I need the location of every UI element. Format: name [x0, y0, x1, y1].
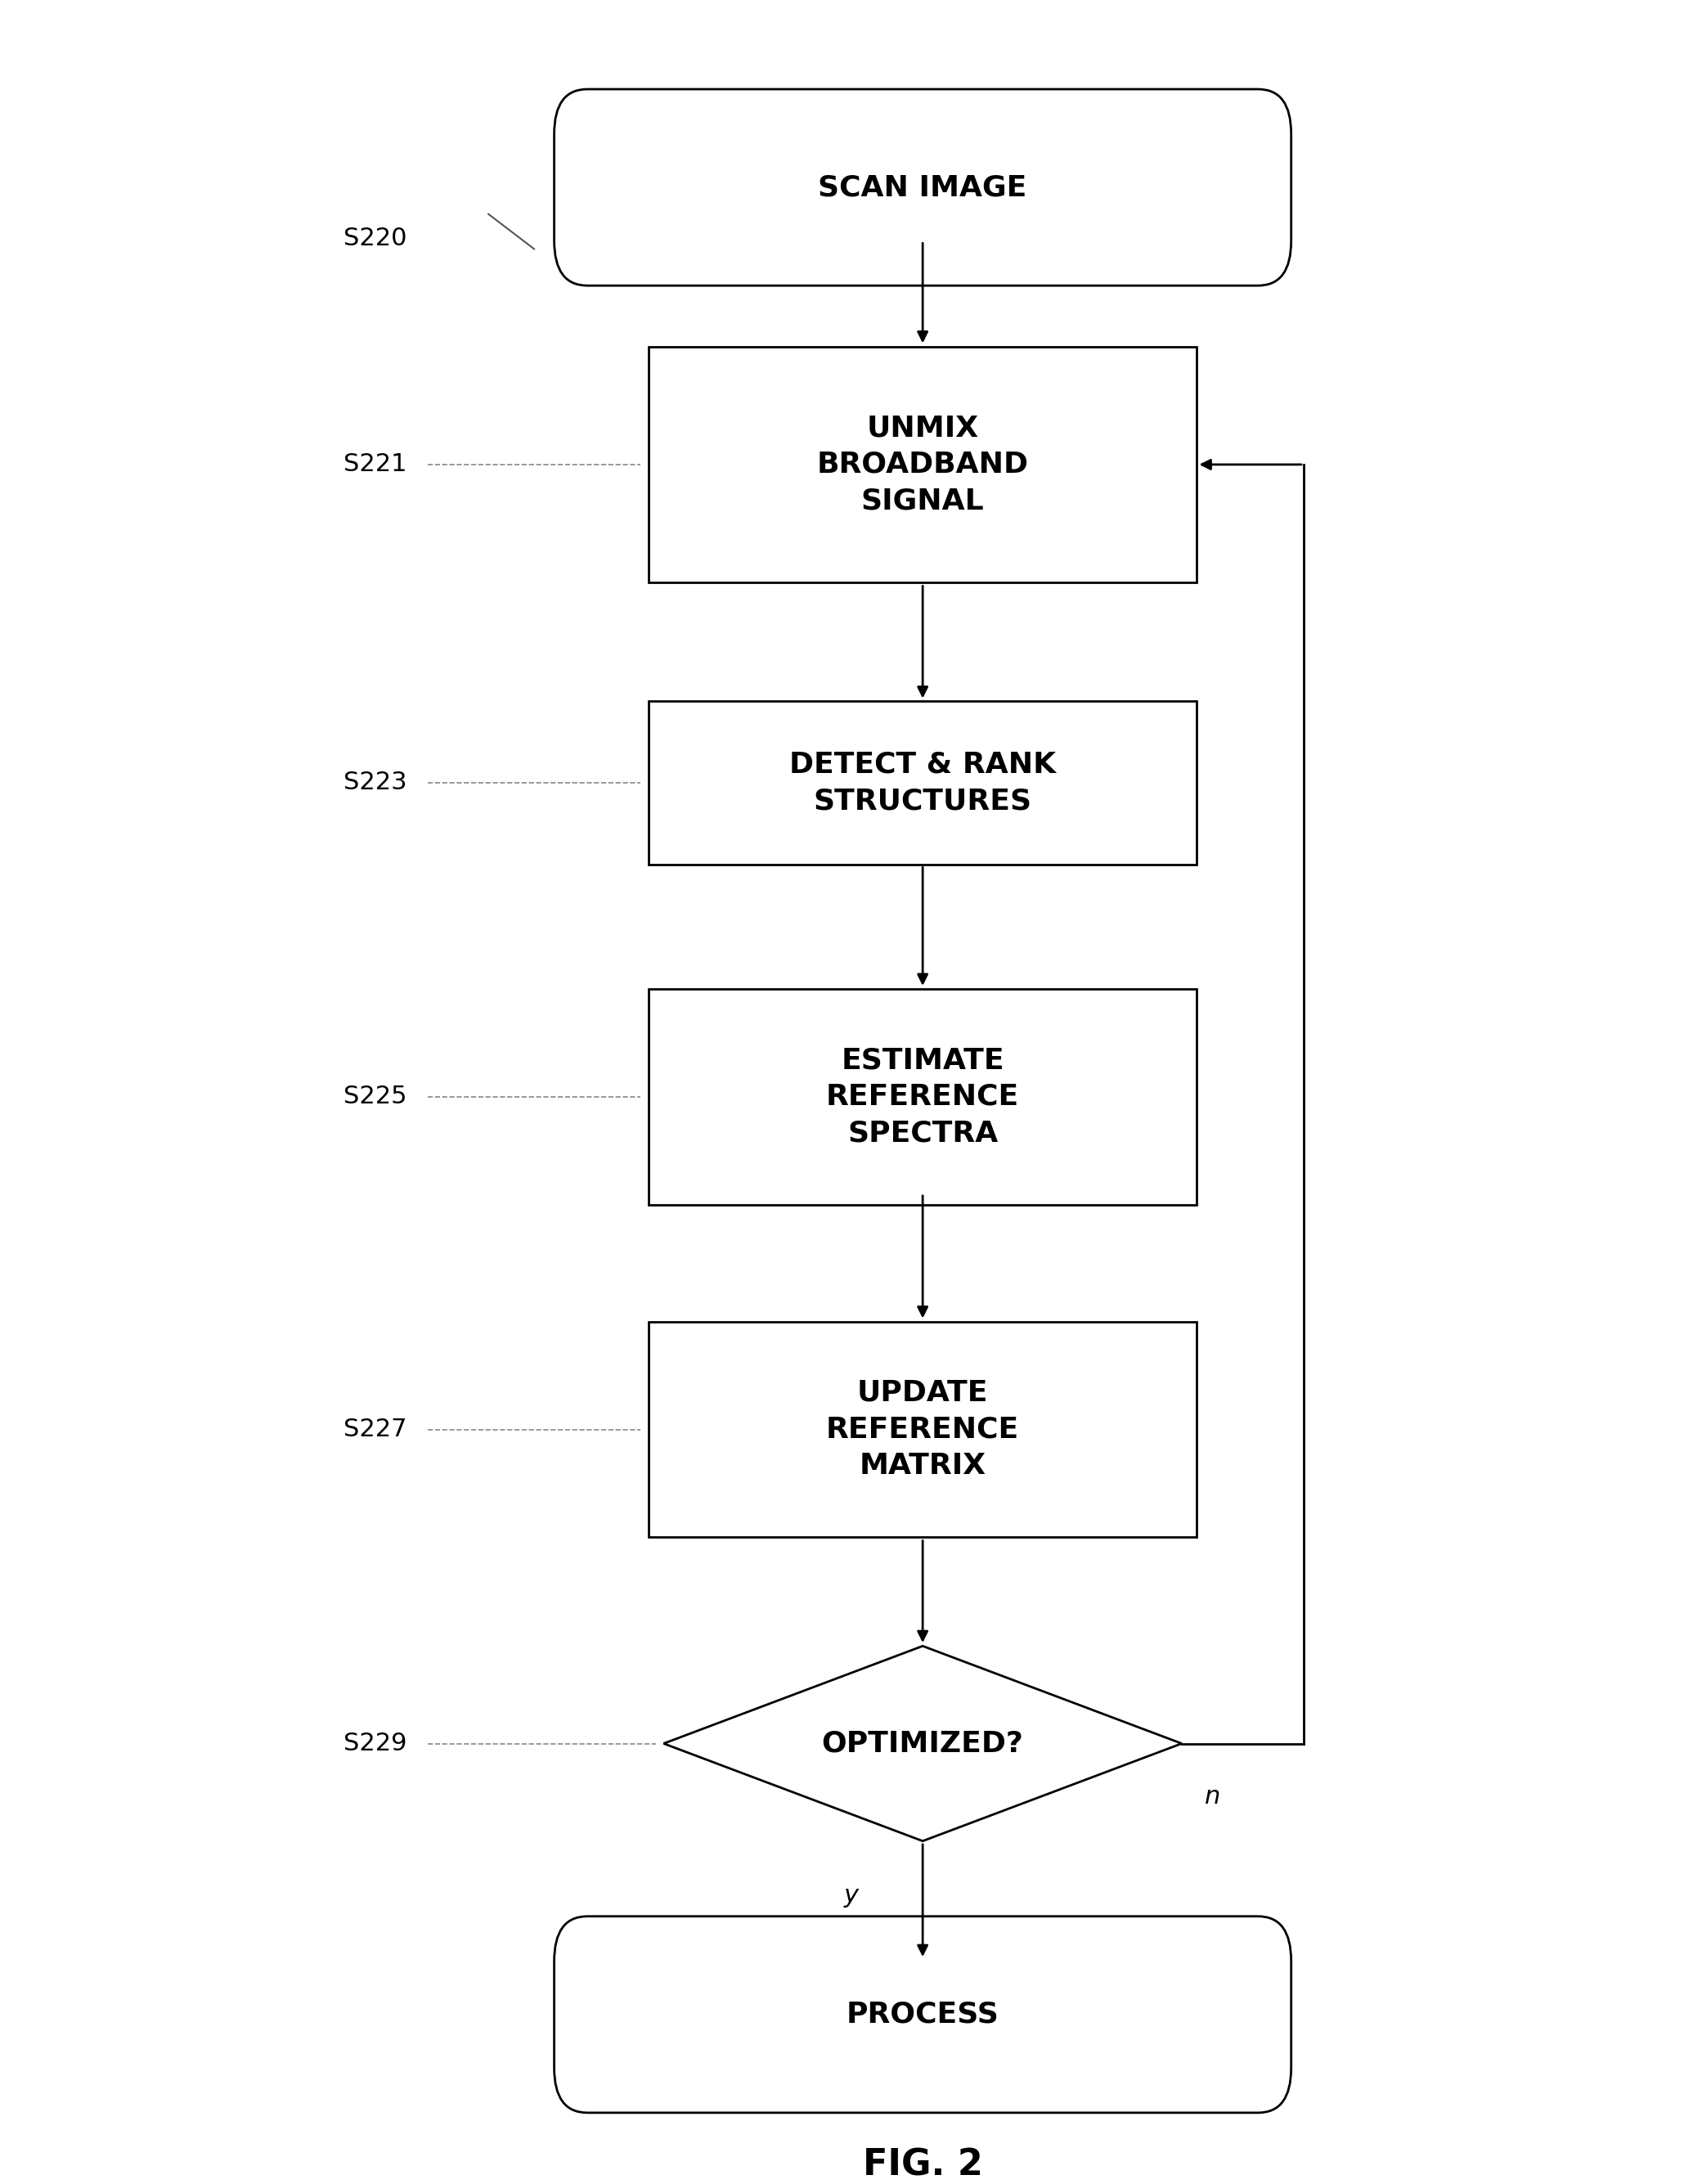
Text: S220: S220	[344, 227, 406, 251]
Text: OPTIMIZED?: OPTIMIZED?	[821, 1730, 1024, 1758]
Text: UPDATE
REFERENCE
MATRIX: UPDATE REFERENCE MATRIX	[826, 1378, 1019, 1481]
Text: DETECT & RANK
STRUCTURES: DETECT & RANK STRUCTURES	[789, 751, 1056, 815]
Text: PROCESS: PROCESS	[846, 2001, 999, 2029]
Text: n: n	[1205, 1784, 1221, 1808]
Bar	[648, 347, 1197, 583]
Text: FIG. 2: FIG. 2	[863, 2147, 982, 2184]
Polygon shape	[664, 1647, 1182, 1841]
Text: ESTIMATE
REFERENCE
SPECTRA: ESTIMATE REFERENCE SPECTRA	[826, 1046, 1019, 1147]
FancyBboxPatch shape	[554, 90, 1292, 286]
Text: y: y	[845, 1883, 858, 1907]
Text: S221: S221	[344, 452, 406, 476]
Bar	[648, 1321, 1197, 1538]
Text: UNMIX
BROADBAND
SIGNAL: UNMIX BROADBAND SIGNAL	[816, 415, 1029, 515]
FancyBboxPatch shape	[554, 1915, 1292, 2112]
Bar	[648, 701, 1197, 865]
Text: SCAN IMAGE: SCAN IMAGE	[818, 173, 1028, 201]
Text: S227: S227	[344, 1417, 406, 1441]
Text: S229: S229	[344, 1732, 406, 1756]
Text: S225: S225	[344, 1085, 406, 1109]
Text: S223: S223	[344, 771, 408, 795]
Bar	[648, 989, 1197, 1206]
